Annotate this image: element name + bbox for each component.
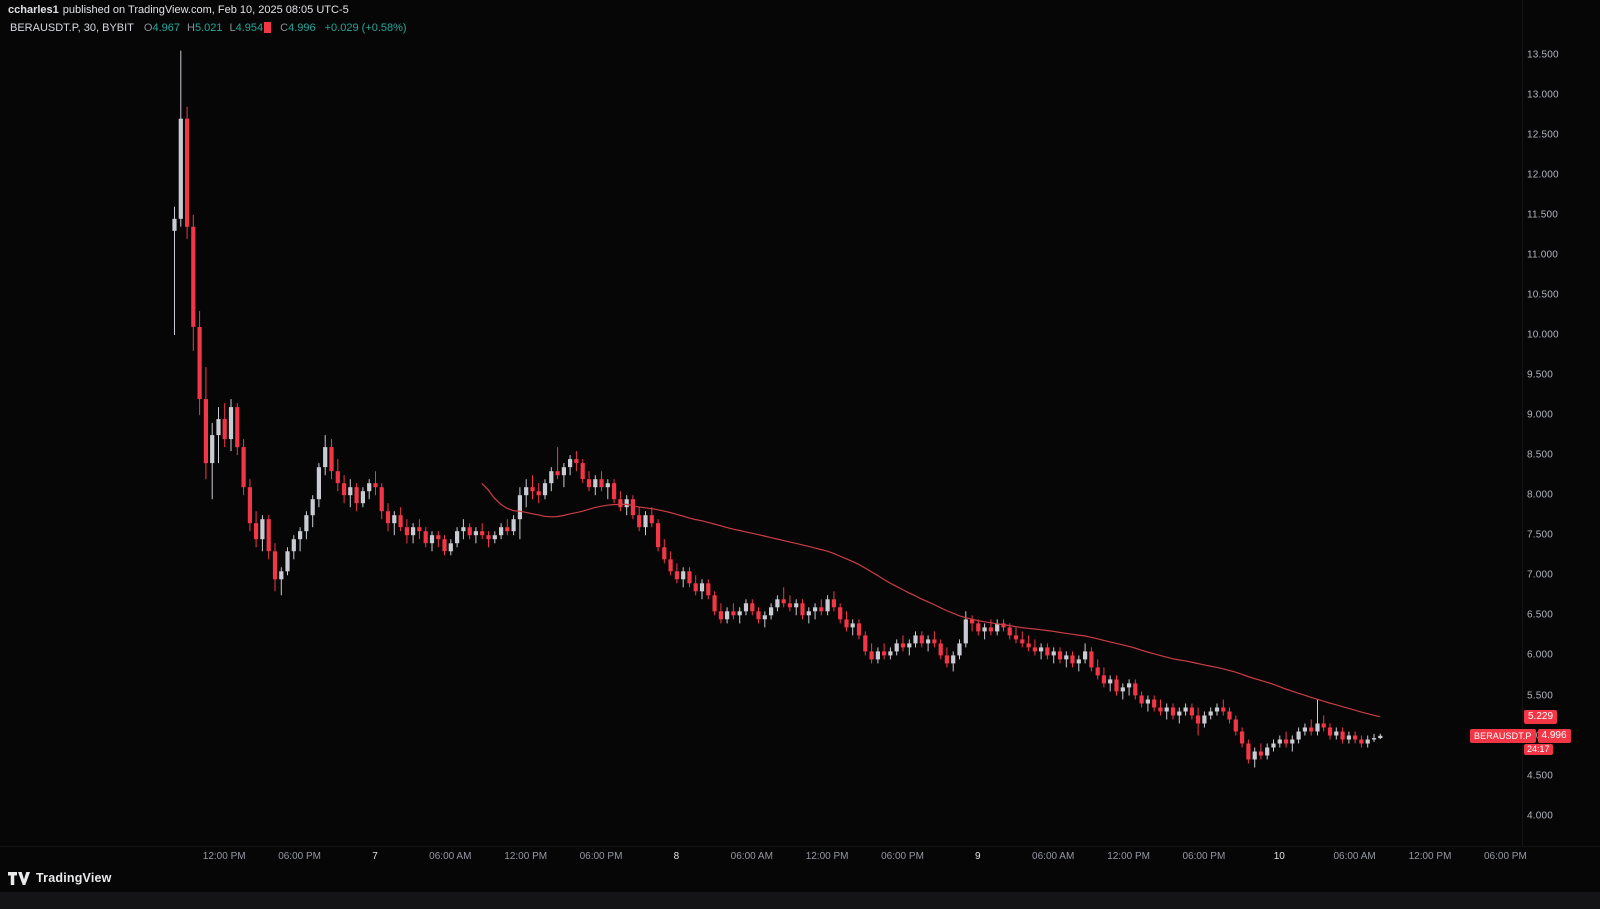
ma-price-label: 5.229 [1524, 710, 1558, 725]
bottom-strip [0, 892, 1600, 909]
legend-open: O4.967 [143, 22, 180, 34]
tradingview-logo-icon [8, 871, 30, 885]
candles [172, 50, 1383, 768]
publish-info: ccharles1 published on TradingView.com, F… [8, 4, 349, 16]
last-price-value-chip: 4.996 [1537, 728, 1571, 743]
last-price-label: BERAUSDT.P 4.996 [1470, 728, 1571, 743]
legend-change: +0.029 (+0.58%) [324, 22, 407, 34]
last-price-symbol-chip: BERAUSDT.P [1470, 728, 1536, 743]
legend-symbol-title[interactable]: BERAUSDT.P, 30, BYBIT [10, 22, 134, 34]
ma-line [481, 482, 1380, 718]
tradingview-logo-text: TradingView [36, 871, 112, 885]
price-axis-separator [1522, 0, 1523, 846]
legend-close: C4.996 [280, 22, 316, 34]
publish-text: published on TradingView.com, Feb 10, 20… [62, 4, 349, 16]
publisher-username: ccharles1 [8, 4, 59, 16]
legend-flash-marker [264, 22, 272, 33]
time-axis-separator [0, 846, 1600, 847]
chart-legend: BERAUSDT.P, 30, BYBIT O4.967 H5.021 L4.9… [10, 22, 407, 34]
tradingview-attribution[interactable]: TradingView [8, 870, 112, 886]
legend-low: L4.954 [229, 22, 273, 34]
legend-high: H5.021 [187, 22, 223, 34]
bar-countdown: 24:17 [1524, 743, 1553, 755]
